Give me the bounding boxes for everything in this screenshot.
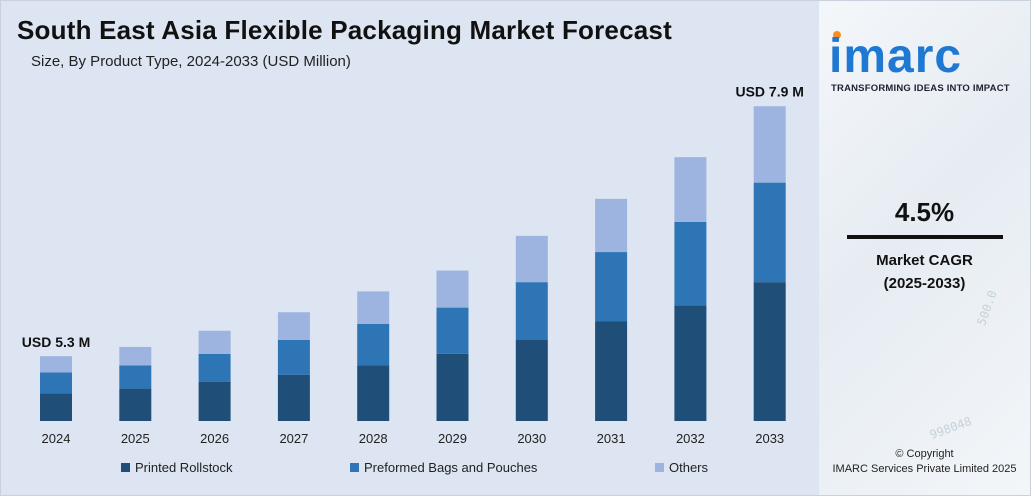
brand-panel: 500.0 998048 imarc TRANSFORMING IDEAS IN… bbox=[819, 1, 1030, 495]
bar-segment-2024-others bbox=[40, 356, 72, 373]
bar-segment-2031-printed-rollstock bbox=[595, 321, 628, 421]
chart-panel: South East Asia Flexible Packaging Marke… bbox=[1, 1, 819, 495]
bar-segment-2026-others bbox=[198, 330, 231, 354]
bar-segment-2033-printed-rollstock bbox=[753, 282, 786, 421]
bar-segment-2026-printed-rollstock bbox=[198, 381, 231, 421]
bar-segment-2031-others bbox=[595, 198, 628, 253]
bar-segment-2029-others bbox=[436, 270, 469, 308]
x-tick-label: 2026 bbox=[200, 431, 229, 446]
cagr-value: 4.5% bbox=[894, 197, 955, 227]
x-tick-label: 2025 bbox=[121, 431, 150, 446]
brand-tagline: TRANSFORMING IDEAS INTO IMPACT bbox=[831, 83, 1010, 94]
bar-segment-2025-preformed-bags bbox=[119, 365, 152, 389]
x-tick-label: 2031 bbox=[597, 431, 626, 446]
bar-segment-2033-others bbox=[753, 106, 786, 183]
legend-swatch bbox=[350, 463, 359, 472]
bar-segment-2027-printed-rollstock bbox=[277, 374, 310, 421]
bar-segment-2033-preformed-bags bbox=[753, 182, 786, 283]
imarc-logo: imarc bbox=[829, 30, 963, 83]
bar-segment-2032-printed-rollstock bbox=[674, 305, 707, 421]
legend-swatch bbox=[655, 463, 664, 472]
bar-segment-2028-printed-rollstock bbox=[357, 365, 390, 421]
bar-segment-2024-preformed-bags bbox=[40, 372, 72, 394]
legend-swatch bbox=[121, 463, 130, 472]
bar-segment-2028-others bbox=[357, 291, 390, 324]
bar-segment-2029-preformed-bags bbox=[436, 307, 469, 354]
cagr-label: Market CAGR (2025-2033) bbox=[819, 249, 1030, 295]
x-tick-label: 2029 bbox=[438, 431, 467, 446]
bar-segment-2030-preformed-bags bbox=[515, 282, 548, 340]
bar-segment-2031-preformed-bags bbox=[595, 252, 628, 322]
bar-segment-2026-preformed-bags bbox=[198, 353, 231, 382]
annotation-start-value: USD 5.3 M bbox=[22, 334, 90, 350]
cagr-label-line2: (2025-2033) bbox=[883, 275, 966, 292]
decorative-background: 998048 bbox=[927, 414, 974, 442]
legend-item-printed-rollstock: Printed Rollstock bbox=[121, 460, 233, 475]
cagr-divider bbox=[847, 235, 1003, 239]
cagr-label-line1: Market CAGR bbox=[876, 252, 973, 269]
bar-segment-2025-others bbox=[119, 346, 152, 366]
logo-dot bbox=[833, 31, 841, 39]
bar-segment-2030-others bbox=[515, 235, 548, 283]
legend-item-preformed-bags: Preformed Bags and Pouches bbox=[350, 460, 537, 475]
x-tick-label: 2024 bbox=[42, 431, 71, 446]
stacked-bar-chart: 2024 2025 2026 2027 2028 2029 2030 2031 2032 2033… bbox=[22, 83, 804, 446]
legend-label: Preformed Bags and Pouches bbox=[364, 460, 538, 475]
x-tick-label: 2032 bbox=[676, 431, 705, 446]
bar-segment-2032-preformed-bags bbox=[674, 221, 707, 306]
legend-label: Printed Rollstock bbox=[135, 460, 233, 475]
legend-item-others: Others bbox=[655, 460, 708, 475]
x-tick-label: 2028 bbox=[359, 431, 388, 446]
bar-segment-2027-preformed-bags bbox=[277, 340, 310, 375]
bar-segment-2024-printed-rollstock bbox=[40, 393, 72, 421]
x-tick-label: 2027 bbox=[279, 431, 308, 446]
bar-segment-2029-printed-rollstock bbox=[436, 353, 469, 421]
copyright-line1: © Copyright bbox=[895, 448, 954, 460]
legend-label: Others bbox=[669, 460, 709, 475]
bar-segment-2025-printed-rollstock bbox=[119, 388, 152, 421]
annotation-end-value: USD 7.9 M bbox=[735, 83, 803, 99]
chart-title: South East Asia Flexible Packaging Marke… bbox=[17, 15, 672, 45]
bar-segment-2027-others bbox=[277, 312, 310, 340]
bar-segment-2032-others bbox=[674, 157, 707, 222]
bar-segment-2028-preformed-bags bbox=[357, 323, 390, 366]
x-tick-label: 2030 bbox=[517, 431, 546, 446]
bar-segment-2030-printed-rollstock bbox=[515, 340, 548, 421]
chart-subtitle: Size, By Product Type, 2024-2033 (USD Mi… bbox=[31, 53, 351, 70]
copyright: © Copyright IMARC Services Private Limit… bbox=[819, 447, 1030, 477]
x-tick-label: 2033 bbox=[755, 431, 784, 446]
copyright-line2: IMARC Services Private Limited 2025 bbox=[832, 463, 1017, 475]
